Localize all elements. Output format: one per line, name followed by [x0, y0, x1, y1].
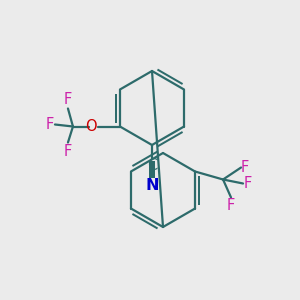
Text: F: F — [244, 176, 252, 191]
Text: F: F — [64, 143, 72, 158]
Text: F: F — [241, 160, 249, 175]
Text: O: O — [85, 119, 97, 134]
Text: C: C — [147, 158, 157, 172]
Text: F: F — [64, 92, 72, 107]
Text: F: F — [227, 199, 235, 214]
Text: N: N — [145, 178, 159, 193]
Text: F: F — [46, 117, 54, 132]
